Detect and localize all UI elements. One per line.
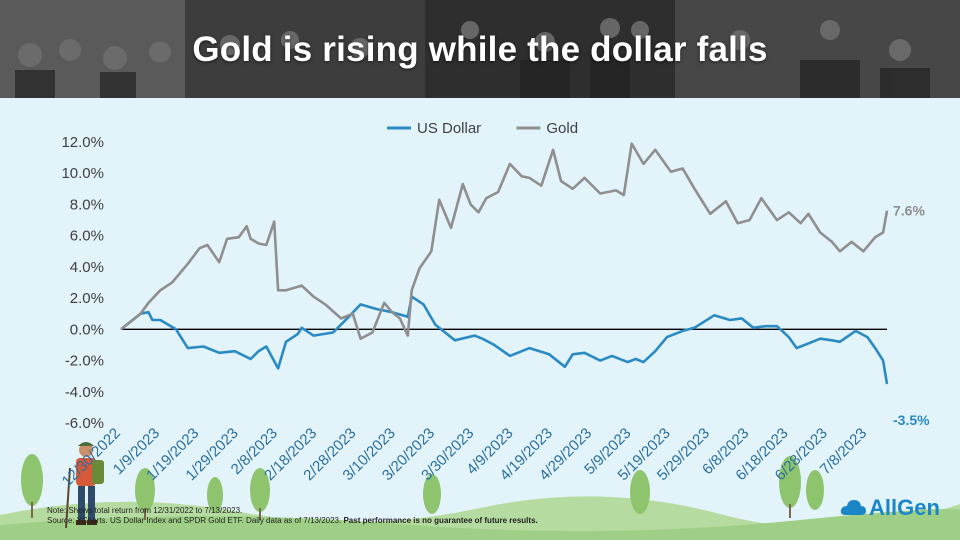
gold-end-label: 7.6% [893,203,925,219]
y-tick-label: 8.0% [70,196,104,213]
x-tick-label: 12/30/2022 [59,425,124,490]
usd-series-line [120,295,889,385]
allgen-logo: AllGen [839,493,949,523]
y-tick-label: 0.0% [70,321,104,338]
y-tick-label: -6.0% [65,415,104,432]
gold-series-line [120,142,889,340]
y-tick-label: 10.0% [61,165,104,182]
series-layer [120,142,889,385]
team-photo-collage [0,0,960,98]
line-chart: US Dollar Gold 12.0% 10.0% 8.0% 6.0% 4.0% 2.0%… [59,120,930,490]
hiker-illustration [65,442,104,529]
landscape-decoration [0,454,960,540]
note-disclaimer: Past performance is no guarantee of futu… [343,516,538,525]
header-banner: Gold is rising while the dollar falls [0,0,960,98]
chart-legend: US Dollar Gold [387,120,578,137]
end-labels: -3.5% 7.6% [893,203,930,428]
banner-title: Gold is rising while the dollar falls [192,30,768,69]
usd-end-label: -3.5% [893,412,930,428]
y-tick-label: 2.0% [70,290,104,307]
note-source: Source: YCharts. US Dollar Index and SPD… [47,516,342,525]
allgen-cloud-icon [840,500,866,515]
note-line-2: Source: YCharts. US Dollar Index and SPD… [47,516,538,526]
y-tick-label: -2.0% [65,353,104,370]
usd-legend-label: US Dollar [417,120,481,137]
y-tick-label: 6.0% [70,228,104,245]
y-tick-label: -4.0% [65,384,104,401]
source-note: Note: Shows total return from 12/31/2022… [47,506,538,526]
logo-text: AllGen [869,495,940,520]
y-tick-label: 12.0% [61,134,104,151]
y-tick-label: 4.0% [70,259,104,276]
x-axis: 12/30/20221/9/20231/19/20231/29/20232/8/… [59,425,870,490]
gold-legend-label: Gold [546,120,578,137]
note-line-1: Note: Shows total return from 12/31/2022… [47,506,243,515]
y-axis: 12.0% 10.0% 8.0% 6.0% 4.0% 2.0% 0.0% -2.0% -4.0%… [61,134,104,432]
